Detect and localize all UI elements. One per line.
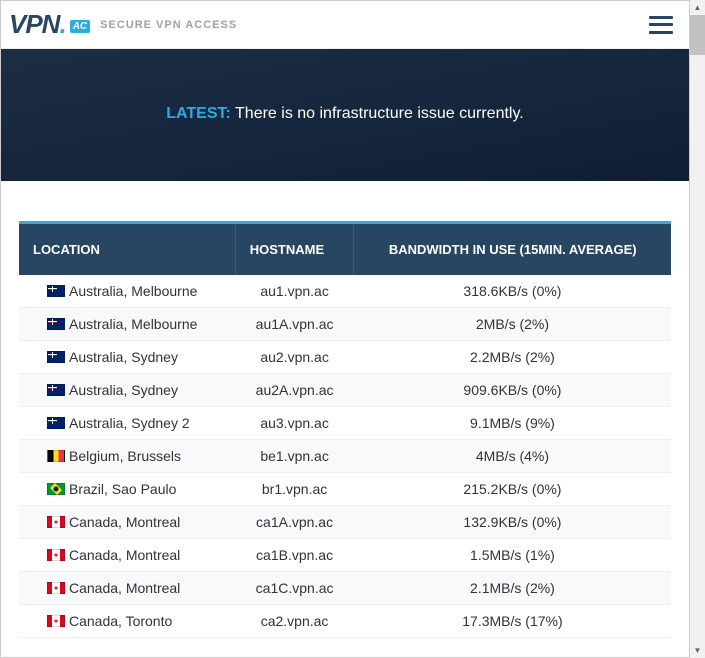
cell-bandwidth: 132.9KB/s (0%) <box>354 506 671 539</box>
cell-hostname: ca1C.vpn.ac <box>235 572 354 605</box>
cell-location: Canada, Toronto <box>19 605 235 638</box>
cell-bandwidth: 2.1MB/s (2%) <box>354 572 671 605</box>
ca-flag-icon <box>47 615 65 627</box>
cell-bandwidth: 9.1MB/s (9%) <box>354 407 671 440</box>
cell-hostname: au3.vpn.ac <box>235 407 354 440</box>
cell-bandwidth: 17.3MB/s (17%) <box>354 605 671 638</box>
location-text: Canada, Montreal <box>69 547 180 563</box>
cell-location: Canada, Montreal <box>19 506 235 539</box>
scrollbar-thumb[interactable] <box>690 15 705 55</box>
cell-bandwidth: 215.2KB/s (0%) <box>354 473 671 506</box>
scrollbar[interactable]: ▲ ▼ <box>690 0 705 658</box>
location-text: Canada, Montreal <box>69 514 180 530</box>
be-flag-icon <box>47 450 65 462</box>
table-row: Brazil, Sao Paulo br1.vpn.ac215.2KB/s (0%… <box>19 473 671 506</box>
ca-flag-icon <box>47 582 65 594</box>
au-flag-icon <box>47 318 65 330</box>
au-flag-icon <box>47 285 65 297</box>
cell-bandwidth: 2MB/s (2%) <box>354 308 671 341</box>
location-text: Australia, Sydney <box>69 382 178 398</box>
cell-location: Australia, Sydney <box>19 341 235 374</box>
cell-hostname: be1.vpn.ac <box>235 440 354 473</box>
br-flag-icon <box>47 483 65 495</box>
ca-flag-icon <box>47 516 65 528</box>
menu-icon[interactable] <box>649 16 673 34</box>
table-body: Australia, Melbourne au1.vpn.ac318.6KB/s … <box>19 275 671 638</box>
table-row: Canada, Montreal ca1B.vpn.ac1.5MB/s (1%) <box>19 539 671 572</box>
scroll-up-icon[interactable]: ▲ <box>690 0 705 15</box>
cell-hostname: ca1A.vpn.ac <box>235 506 354 539</box>
location-text: Australia, Melbourne <box>69 283 197 299</box>
hero-message: There is no infrastructure issue current… <box>231 105 524 122</box>
site-header: VPN. AC SECURE VPN ACCESS <box>1 1 689 49</box>
cell-hostname: ca2.vpn.ac <box>235 605 354 638</box>
logo-main-text: VPN <box>9 9 59 39</box>
col-hostname: HOSTNAME <box>235 224 354 275</box>
table-row: Canada, Montreal ca1C.vpn.ac2.1MB/s (2%) <box>19 572 671 605</box>
cell-bandwidth: 1.5MB/s (1%) <box>354 539 671 572</box>
cell-bandwidth: 318.6KB/s (0%) <box>354 275 671 308</box>
table-row: Australia, Sydney 2 au3.vpn.ac9.1MB/s (9%… <box>19 407 671 440</box>
logo-text: VPN. <box>9 9 66 40</box>
table-row: Canada, Montreal ca1A.vpn.ac132.9KB/s (0%… <box>19 506 671 539</box>
server-table: LOCATION HOSTNAME BANDWIDTH IN USE (15MI… <box>19 224 671 638</box>
cell-hostname: au1A.vpn.ac <box>235 308 354 341</box>
location-text: Canada, Montreal <box>69 580 180 596</box>
location-text: Australia, Melbourne <box>69 316 197 332</box>
au-flag-icon <box>47 417 65 429</box>
table-row: Canada, Toronto ca2.vpn.ac17.3MB/s (17%) <box>19 605 671 638</box>
location-text: Australia, Sydney 2 <box>69 415 190 431</box>
cell-hostname: au2.vpn.ac <box>235 341 354 374</box>
cell-location: Canada, Montreal <box>19 539 235 572</box>
table-row: Australia, Sydney au2A.vpn.ac909.6KB/s (0… <box>19 374 671 407</box>
cell-location: Belgium, Brussels <box>19 440 235 473</box>
scroll-down-icon[interactable]: ▼ <box>690 643 705 658</box>
table-row: Australia, Sydney au2.vpn.ac2.2MB/s (2%) <box>19 341 671 374</box>
page-container: VPN. AC SECURE VPN ACCESS LATEST: There … <box>0 0 690 658</box>
cell-hostname: ca1B.vpn.ac <box>235 539 354 572</box>
cell-location: Australia, Melbourne <box>19 275 235 308</box>
col-location: LOCATION <box>19 224 235 275</box>
cell-hostname: br1.vpn.ac <box>235 473 354 506</box>
cell-bandwidth: 4MB/s (4%) <box>354 440 671 473</box>
logo-dot: . <box>59 9 65 39</box>
cell-hostname: au2A.vpn.ac <box>235 374 354 407</box>
table-row: Australia, Melbourne au1.vpn.ac318.6KB/s … <box>19 275 671 308</box>
hero-banner: LATEST: There is no infrastructure issue… <box>1 49 689 181</box>
cell-location: Brazil, Sao Paulo <box>19 473 235 506</box>
cell-hostname: au1.vpn.ac <box>235 275 354 308</box>
cell-bandwidth: 2.2MB/s (2%) <box>354 341 671 374</box>
location-text: Canada, Toronto <box>69 613 172 629</box>
cell-location: Australia, Sydney 2 <box>19 407 235 440</box>
table-row: Australia, Melbourne au1A.vpn.ac2MB/s (2%… <box>19 308 671 341</box>
cell-location: Canada, Montreal <box>19 572 235 605</box>
location-text: Belgium, Brussels <box>69 448 181 464</box>
location-text: Brazil, Sao Paulo <box>69 481 176 497</box>
table-header-row: LOCATION HOSTNAME BANDWIDTH IN USE (15MI… <box>19 224 671 275</box>
hero-prefix: LATEST: <box>166 105 231 122</box>
cell-location: Australia, Melbourne <box>19 308 235 341</box>
logo-badge: AC <box>70 20 90 33</box>
ca-flag-icon <box>47 549 65 561</box>
table-row: Belgium, Brussels be1.vpn.ac4MB/s (4%) <box>19 440 671 473</box>
logo[interactable]: VPN. AC SECURE VPN ACCESS <box>9 9 237 40</box>
au-flag-icon <box>47 384 65 396</box>
cell-bandwidth: 909.6KB/s (0%) <box>354 374 671 407</box>
logo-tagline: SECURE VPN ACCESS <box>100 19 237 31</box>
cell-location: Australia, Sydney <box>19 374 235 407</box>
content-area: LOCATION HOSTNAME BANDWIDTH IN USE (15MI… <box>1 181 689 658</box>
col-bandwidth: BANDWIDTH IN USE (15MIN. AVERAGE) <box>354 224 671 275</box>
au-flag-icon <box>47 351 65 363</box>
location-text: Australia, Sydney <box>69 349 178 365</box>
